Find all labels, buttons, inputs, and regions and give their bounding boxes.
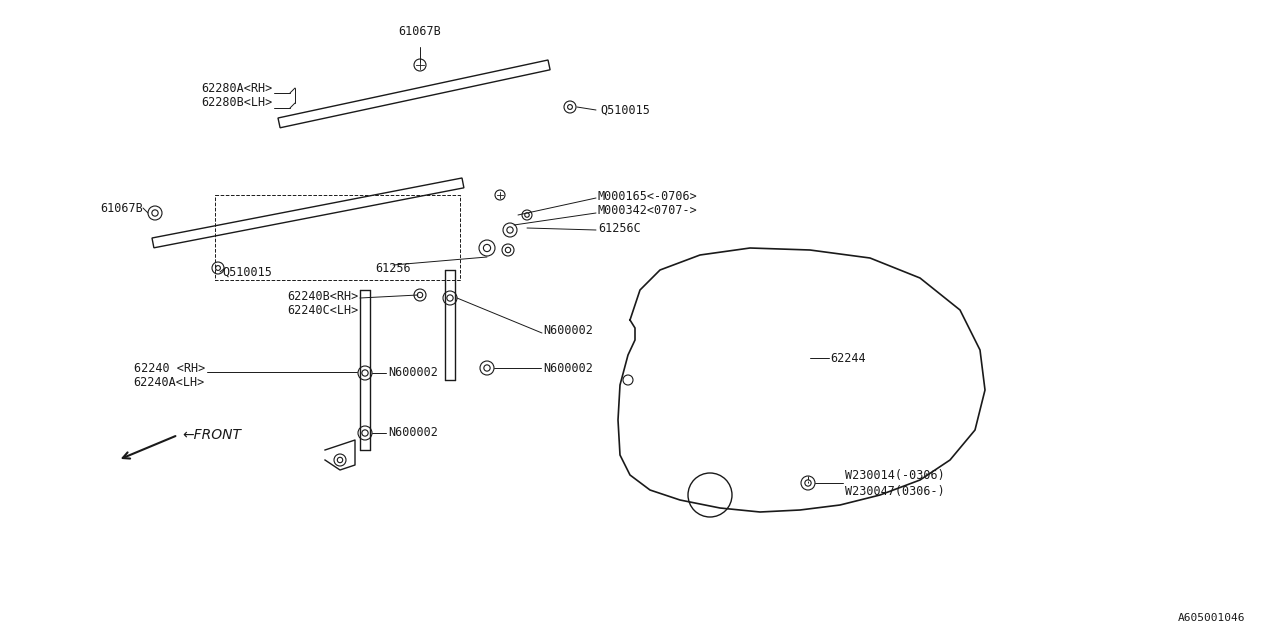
Text: 61067B: 61067B <box>100 202 143 214</box>
Text: W230014(-0306): W230014(-0306) <box>845 470 945 483</box>
Text: 62244: 62244 <box>829 351 865 365</box>
Text: N600002: N600002 <box>543 362 593 374</box>
Text: W230047(0306-): W230047(0306-) <box>845 484 945 497</box>
Text: 62280B<LH>: 62280B<LH> <box>201 97 273 109</box>
Text: M000165<-0706>: M000165<-0706> <box>598 189 698 202</box>
Text: N600002: N600002 <box>388 367 438 380</box>
Text: 62240B<RH>: 62240B<RH> <box>287 289 358 303</box>
Text: A605001046: A605001046 <box>1178 613 1245 623</box>
Text: N600002: N600002 <box>543 323 593 337</box>
Text: 62240A<LH>: 62240A<LH> <box>133 376 205 390</box>
Text: 62280A<RH>: 62280A<RH> <box>201 81 273 95</box>
Text: ←FRONT: ←FRONT <box>182 428 241 442</box>
Text: 61256: 61256 <box>375 262 411 275</box>
Text: Q510015: Q510015 <box>600 104 650 116</box>
Text: N600002: N600002 <box>388 426 438 440</box>
Text: 62240C<LH>: 62240C<LH> <box>287 305 358 317</box>
Text: M000342<0707->: M000342<0707-> <box>598 205 698 218</box>
Text: 62240 <RH>: 62240 <RH> <box>133 362 205 374</box>
Text: 61067B: 61067B <box>398 25 442 38</box>
Text: Q510015: Q510015 <box>221 266 271 278</box>
Text: 61256C: 61256C <box>598 221 641 234</box>
